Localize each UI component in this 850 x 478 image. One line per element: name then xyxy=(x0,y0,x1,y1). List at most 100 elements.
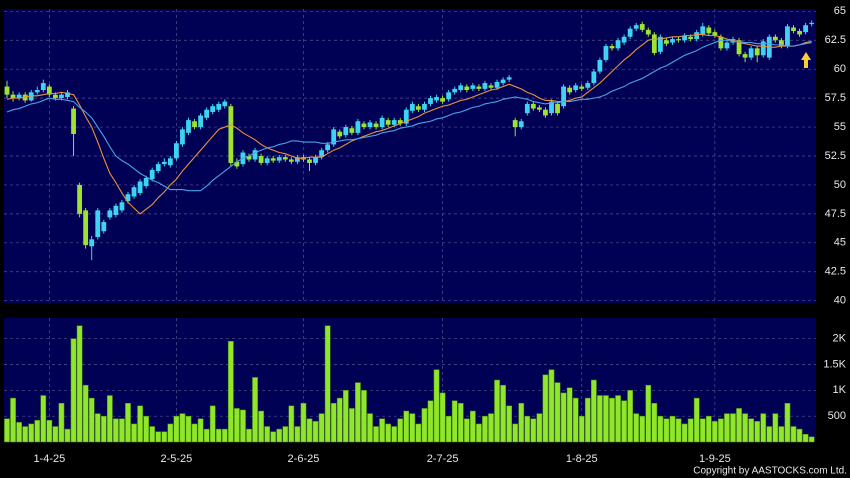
plot-layer xyxy=(4,20,815,443)
candle-body xyxy=(809,22,815,25)
volume-bar xyxy=(107,395,113,443)
y-tick-label: 40 xyxy=(834,295,846,307)
volume-bar xyxy=(524,415,531,443)
volume-bar xyxy=(687,418,694,443)
volume-bar xyxy=(264,426,270,443)
candle-body xyxy=(791,27,796,31)
candle-body xyxy=(748,48,754,58)
volume-bar xyxy=(16,422,22,443)
volume-bar xyxy=(403,410,410,443)
volume-bar xyxy=(470,410,476,443)
volume-bar xyxy=(463,418,470,443)
volume-bar xyxy=(482,415,488,443)
candle-body xyxy=(440,98,445,102)
volume-bar xyxy=(742,413,748,443)
volume-bar xyxy=(675,418,682,443)
volume-bar xyxy=(28,423,35,443)
volume-bar xyxy=(300,403,307,443)
candle-body xyxy=(385,120,391,125)
candle-body xyxy=(403,109,409,124)
candle-body xyxy=(89,239,95,247)
volume-bar xyxy=(282,426,289,443)
volume-bar xyxy=(22,426,28,443)
volume-bar xyxy=(155,431,162,443)
candle-body xyxy=(530,103,536,109)
volume-bar xyxy=(258,410,264,443)
volume-bar xyxy=(457,403,464,443)
candle-body xyxy=(712,32,718,36)
volume-bar xyxy=(609,397,615,443)
volume-bar xyxy=(754,421,761,443)
candle-body xyxy=(40,83,46,91)
volume-bar xyxy=(730,413,736,443)
candle-body xyxy=(131,187,137,197)
volume-bar xyxy=(94,413,101,443)
volume-bar xyxy=(306,418,313,443)
volume-bar xyxy=(597,395,603,443)
volume-bar xyxy=(699,418,706,443)
candle-body xyxy=(83,210,89,246)
candle-body xyxy=(615,40,621,49)
candle-body xyxy=(549,101,554,114)
volume-bar xyxy=(681,423,688,443)
candle-body xyxy=(494,81,500,88)
candle-body xyxy=(307,159,312,163)
candle-body xyxy=(149,169,155,180)
candle-body xyxy=(101,221,107,232)
candle-body xyxy=(167,158,173,166)
y-tick-label: 500 xyxy=(828,410,846,422)
x-tick-label: 1-8-25 xyxy=(566,453,598,465)
x-tick-label: 2-7-25 xyxy=(427,453,459,465)
candle-body xyxy=(694,32,700,40)
volume-bar xyxy=(560,392,567,443)
volume-bar xyxy=(391,426,398,443)
volume-bar xyxy=(209,405,216,443)
candle-body xyxy=(470,85,476,89)
volume-bar xyxy=(125,403,131,443)
candle-body xyxy=(210,106,216,113)
volume-bar xyxy=(530,418,537,443)
y-tick-label: 65 xyxy=(834,5,846,17)
candle-body xyxy=(192,121,197,128)
candle-body xyxy=(216,103,222,110)
volume-bar xyxy=(221,428,228,443)
candle-body xyxy=(676,39,681,41)
candle-body xyxy=(645,29,651,35)
volume-bar xyxy=(766,426,773,443)
candle-body xyxy=(391,120,397,125)
volume-bar xyxy=(669,415,676,443)
candle-body xyxy=(512,120,518,128)
volume-bar xyxy=(270,431,277,443)
volume-bar xyxy=(191,423,198,443)
candle-body xyxy=(28,92,34,101)
volume-bar xyxy=(10,397,16,443)
volume-bar xyxy=(288,405,295,443)
volume-bar xyxy=(70,338,77,443)
volume-bar xyxy=(185,415,192,443)
candle-body xyxy=(270,158,276,161)
volume-bar xyxy=(82,384,89,443)
candle-body xyxy=(107,210,113,218)
candle-body xyxy=(627,28,633,37)
volume-bar xyxy=(566,387,573,443)
volume-bar xyxy=(693,397,700,443)
volume-bar xyxy=(748,418,754,443)
candle-body xyxy=(422,103,427,110)
candle-body xyxy=(670,39,675,43)
candle-body xyxy=(639,24,645,30)
candle-body xyxy=(518,121,524,128)
candle-body xyxy=(77,184,82,214)
candle-body xyxy=(355,121,361,133)
volume-bar xyxy=(137,405,143,443)
candle-body xyxy=(337,131,343,137)
candle-body xyxy=(416,106,421,110)
candle-body xyxy=(119,202,125,211)
candle-body xyxy=(603,46,609,60)
volume-bar xyxy=(488,413,494,443)
candle-body xyxy=(228,106,234,163)
candle-body xyxy=(65,92,70,97)
candle-body xyxy=(331,129,337,145)
y-tick-label: 55 xyxy=(834,121,846,133)
volume-bar xyxy=(34,420,41,443)
volume-bar xyxy=(312,421,319,443)
